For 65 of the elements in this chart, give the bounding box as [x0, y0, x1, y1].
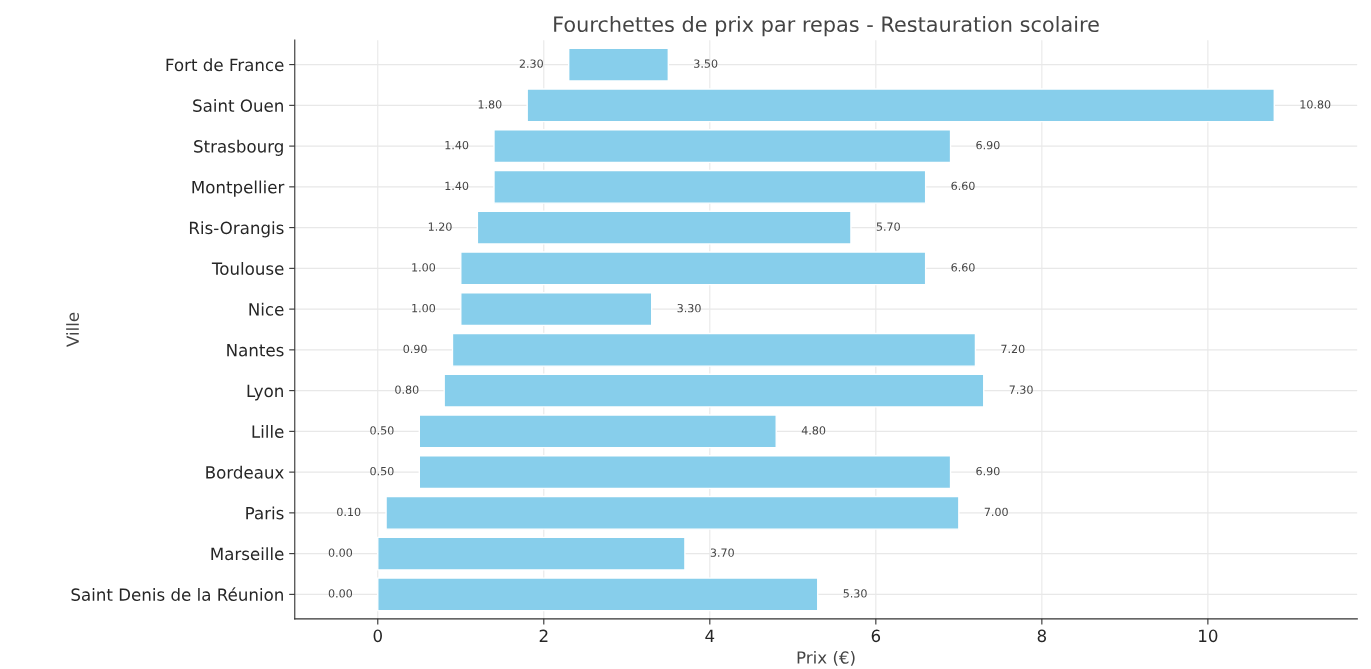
annotation: 1.40: [445, 181, 469, 191]
data-label: 4.80: [801, 426, 826, 435]
bar: [526, 88, 1275, 123]
y-tick-label: Saint Ouen: [193, 99, 283, 112]
y-tick-label: Paris: [246, 506, 284, 520]
data-label: 7.30: [1009, 385, 1033, 394]
y-tick-label: Marseille: [211, 547, 284, 561]
annotation: 1.00: [412, 263, 436, 272]
bar: [443, 373, 985, 408]
data-label: 3.50: [694, 59, 718, 68]
bar: [451, 332, 977, 367]
y-tick-label: Montpellier: [192, 180, 285, 197]
y-tick-label: Ris-Orangis: [189, 221, 284, 238]
data-label: 7.00: [984, 507, 1008, 517]
annotation: 0.00: [328, 589, 353, 598]
data-label: 3.30: [677, 303, 701, 313]
data-label: 10.80: [1300, 100, 1331, 109]
bar: [377, 536, 686, 571]
data-label: 6.90: [976, 140, 1000, 150]
bar: [385, 495, 960, 530]
data-label: 7.20: [1001, 344, 1025, 354]
x-tick-label: 4: [705, 629, 715, 642]
annotation: 2.30: [519, 59, 543, 68]
data-label: 6.60: [951, 263, 975, 272]
annotation: 1.40: [445, 140, 469, 150]
data-label: 6.90: [976, 466, 1000, 476]
annotation: 0.80: [395, 385, 419, 394]
annotation: 1.20: [428, 222, 452, 231]
bar: [460, 251, 927, 286]
annotation: 1.00: [412, 303, 436, 313]
annotation: 1.80: [478, 100, 502, 109]
y-tick-label: Nantes: [227, 344, 284, 357]
data-label: 5.70: [876, 222, 900, 231]
y-tick-label: Saint Denis de la Réunion: [71, 587, 283, 601]
annotation: 0.50: [370, 426, 394, 435]
data-label: 5.30: [843, 589, 867, 598]
y-tick-label: Lille: [252, 425, 284, 438]
bar: [418, 414, 777, 449]
bar: [493, 169, 927, 204]
y-tick-label: Toulouse: [211, 262, 284, 275]
y-tick-label: Nice: [249, 302, 284, 316]
x-tick-label: 2: [539, 629, 548, 642]
y-tick-label: Strasbourg: [194, 139, 283, 156]
annotation: 0.50: [370, 466, 394, 476]
x-tick-label: 6: [871, 629, 881, 643]
y-axis-title: Ville: [66, 312, 80, 347]
data-label: 3.70: [710, 548, 734, 557]
bar: [460, 292, 653, 327]
bar: [377, 577, 819, 612]
annotation: 0.10: [337, 507, 361, 517]
annotation: 0.00: [328, 548, 353, 557]
x-tick-label: 10: [1199, 629, 1218, 643]
y-tick-label: Lyon: [247, 384, 283, 401]
y-tick-label: Fort de France: [166, 58, 284, 72]
annotation: 0.90: [403, 344, 427, 354]
bar: [476, 210, 852, 245]
data-label: 6.60: [951, 181, 975, 191]
x-axis-title: Prix (€): [797, 650, 855, 666]
chart-title: Fourchettes de prix par repas - Restauration scolaire: [554, 15, 1099, 37]
bar: [568, 47, 670, 82]
y-tick-label: Bordeaux: [206, 465, 284, 479]
bar: [418, 455, 952, 490]
x-tick-label: 8: [1037, 629, 1047, 643]
x-tick-label: 0: [373, 629, 382, 643]
bar: [493, 129, 952, 164]
